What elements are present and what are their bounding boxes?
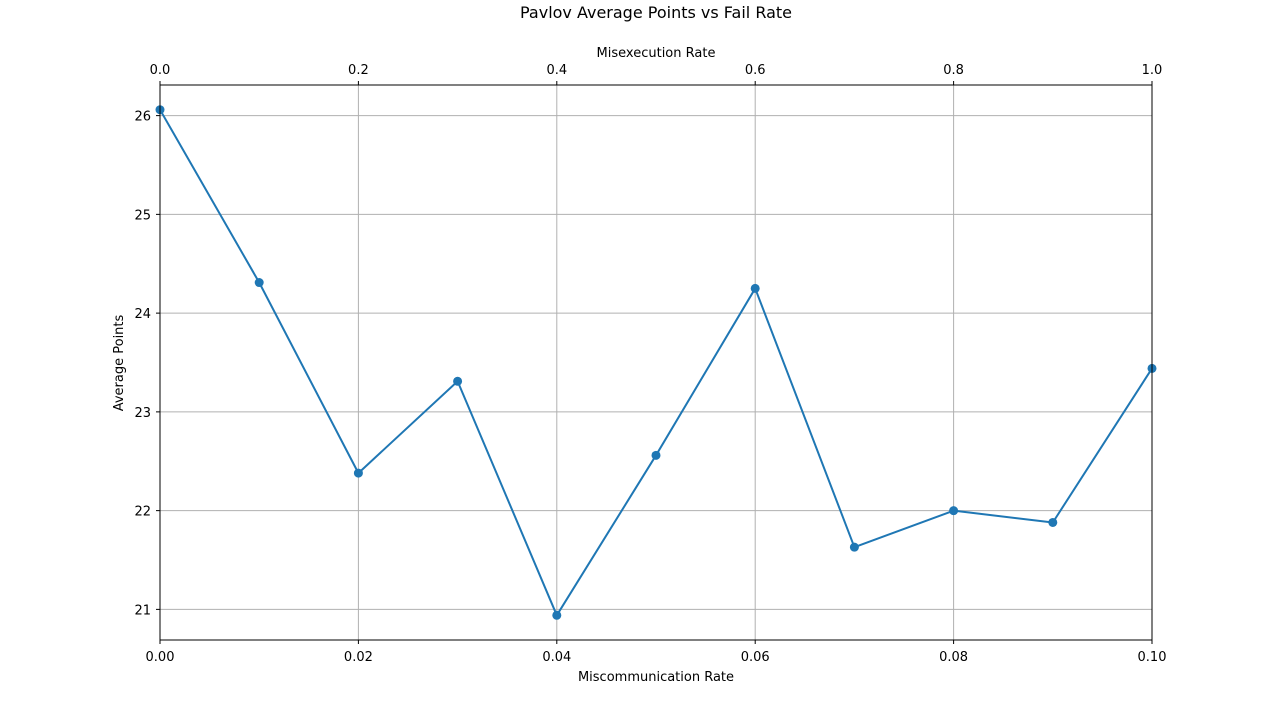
- data-point: [254, 278, 264, 288]
- x-tick-label: 0.10: [1138, 650, 1167, 665]
- data-point: [849, 542, 859, 552]
- series-line: [159, 109, 1153, 617]
- y-axis-label: Average Points: [112, 314, 127, 411]
- top-tick-label: 0.2: [348, 63, 369, 78]
- data-point: [1048, 517, 1058, 527]
- data-point: [552, 610, 562, 620]
- x-tick-label: 0.04: [542, 650, 571, 665]
- top-tick-label: 0.8: [943, 63, 964, 78]
- data-point: [353, 468, 363, 478]
- data-point: [651, 450, 661, 460]
- top-tick-label: 0.0: [150, 63, 171, 78]
- top-axis-label: Misexecution Rate: [597, 46, 716, 61]
- y-tick-label: 24: [134, 307, 151, 322]
- y-tick-label: 23: [134, 406, 151, 421]
- series-layer: [155, 105, 1157, 620]
- data-point: [750, 283, 760, 293]
- grid-lines: [159, 85, 1153, 640]
- x-axis-label: Miscommunication Rate: [578, 670, 734, 685]
- y-tick-label: 21: [134, 603, 151, 618]
- data-point: [949, 506, 959, 516]
- top-tick-label: 0.4: [546, 63, 567, 78]
- y-tick-label: 26: [134, 110, 151, 125]
- y-tick-label: 25: [134, 208, 151, 223]
- plot-frame: [159, 84, 1153, 641]
- axis-ticks: 0.00 0.0 0.02 0.2 0.04 0.4 0.06 0.6 0.08 0.8 0.10 1…: [134, 63, 1166, 665]
- x-tick-label: 0.00: [146, 650, 175, 665]
- x-tick-label: 0.02: [344, 650, 373, 665]
- x-tick-label: 0.06: [741, 650, 770, 665]
- top-tick-label: 1.0: [1142, 63, 1163, 78]
- chart-title: Pavlov Average Points vs Fail Rate: [520, 3, 792, 22]
- x-tick-label: 0.08: [939, 650, 968, 665]
- top-tick-label: 0.6: [745, 63, 766, 78]
- y-tick-label: 22: [134, 505, 151, 520]
- data-point: [453, 376, 463, 386]
